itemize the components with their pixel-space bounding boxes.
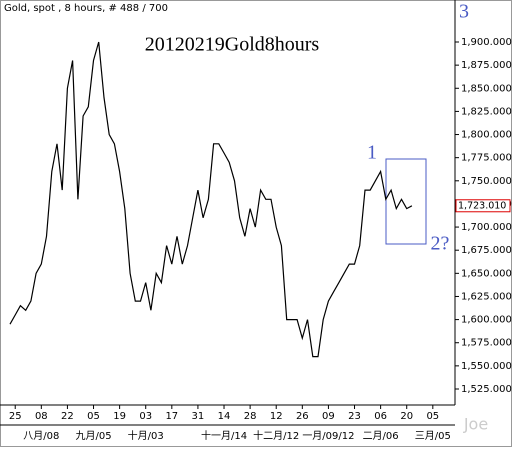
x-group-label: 十二月/12 bbox=[253, 429, 299, 442]
last-price-label: 1,723.010 bbox=[458, 200, 506, 211]
annotation: 1 bbox=[367, 142, 377, 164]
y-tick-label: 1,675.000 bbox=[461, 245, 512, 256]
annotation: 3 bbox=[459, 1, 469, 23]
y-tick-label: 1,850.000 bbox=[461, 83, 512, 94]
x-tick-label: 03 bbox=[139, 411, 152, 422]
x-group-label: 二月/06 bbox=[363, 430, 399, 442]
x-tick-label: 08 bbox=[35, 411, 48, 422]
x-group-label: 十一月/14 bbox=[201, 429, 247, 442]
x-tick-label: 26 bbox=[296, 411, 309, 422]
y-tick-label: 1,800.000 bbox=[461, 130, 512, 141]
x-tick-label: 05 bbox=[87, 411, 100, 422]
x-group-label: 三月/05 bbox=[415, 430, 451, 442]
box-annotation bbox=[385, 158, 427, 245]
x-tick-label: 25 bbox=[9, 411, 22, 422]
x-group-label: 一月/09/12 bbox=[302, 430, 354, 442]
y-tick-label: 1,600.000 bbox=[461, 315, 512, 326]
header: Gold, spot , 8 hours, # 488 / 700 bbox=[4, 3, 168, 14]
x-tick-label: 31 bbox=[192, 411, 205, 422]
x-tick-label: 19 bbox=[113, 411, 126, 422]
y-tick-label: 1,550.000 bbox=[461, 361, 512, 372]
x-group-label: 八月/08 bbox=[23, 430, 59, 442]
y-tick-label: 1,700.000 bbox=[461, 222, 512, 233]
y-tick-label: 1,875.000 bbox=[461, 60, 512, 71]
x-tick-label: 09 bbox=[322, 411, 335, 422]
x-group-label: 十月/03 bbox=[128, 429, 164, 442]
y-tick-label: 1,625.000 bbox=[461, 291, 512, 302]
x-tick-label: 28 bbox=[244, 411, 257, 422]
x-tick-label: 17 bbox=[165, 411, 178, 422]
watermark: Joe bbox=[463, 415, 488, 434]
x-tick-label: 14 bbox=[218, 411, 231, 422]
y-tick-label: 1,775.000 bbox=[461, 153, 512, 164]
price-line bbox=[9, 41, 413, 358]
y-tick-label: 1,525.000 bbox=[461, 384, 512, 395]
x-tick-label: 06 bbox=[374, 411, 387, 422]
x-tick-label: 22 bbox=[61, 411, 74, 422]
last-price-box bbox=[455, 199, 511, 213]
x-group-label: 九月/05 bbox=[75, 430, 111, 442]
x-tick-label: 20 bbox=[400, 411, 413, 422]
y-tick-label: 1,575.000 bbox=[461, 338, 512, 349]
x-tick-label: 23 bbox=[348, 411, 361, 422]
y-tick-label: 1,650.000 bbox=[461, 268, 512, 279]
y-tick-label: 1,900.000 bbox=[461, 37, 512, 48]
x-tick-label: 12 bbox=[270, 411, 283, 422]
annotation: 2? bbox=[431, 233, 450, 255]
chart-title: 20120219Gold8hours bbox=[145, 34, 320, 56]
y-tick-label: 1,825.000 bbox=[461, 106, 512, 117]
y-tick-label: 1,750.000 bbox=[461, 176, 512, 187]
x-tick-label: 05 bbox=[426, 411, 439, 422]
